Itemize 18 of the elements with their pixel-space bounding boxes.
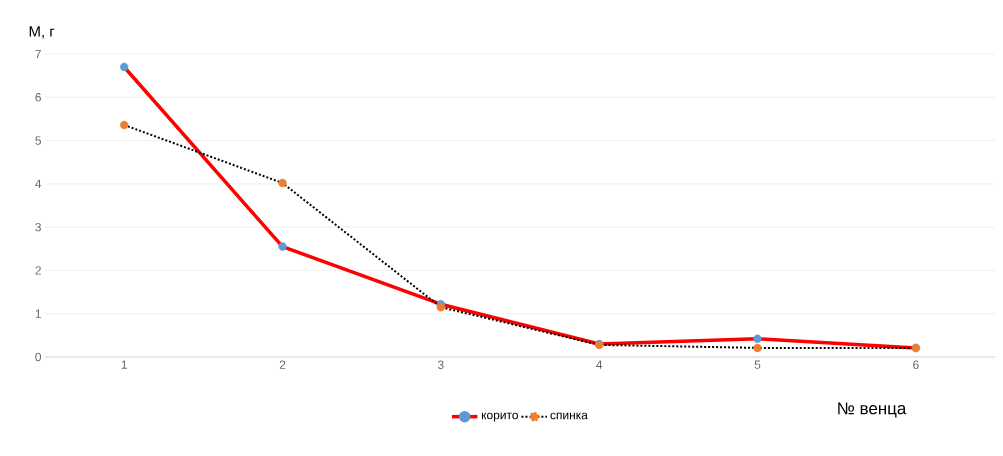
y-tick-label: 1 [35, 309, 41, 318]
y-tick-label: 6 [35, 93, 41, 102]
x-tick-label: 6 [913, 360, 919, 369]
legend-label: корито [481, 412, 518, 422]
legend-label: спинка [550, 412, 588, 420]
y-tick-label: 5 [35, 136, 41, 145]
y-axis-title: М, г [29, 26, 55, 39]
y-tick-label: 7 [35, 49, 41, 59]
y-tick-label: 4 [35, 179, 42, 188]
x-tick-label: 4 [596, 360, 603, 369]
y-tick-label: 0 [35, 352, 42, 362]
y-tick-label: 2 [35, 266, 41, 275]
x-tick-label: 5 [754, 360, 761, 369]
x-tick-label: 2 [279, 360, 286, 369]
x-tick-label: 1 [121, 360, 127, 369]
y-tick-label: 3 [35, 222, 41, 232]
x-axis-title: № венца [838, 402, 907, 418]
x-tick-label: 3 [437, 360, 444, 369]
